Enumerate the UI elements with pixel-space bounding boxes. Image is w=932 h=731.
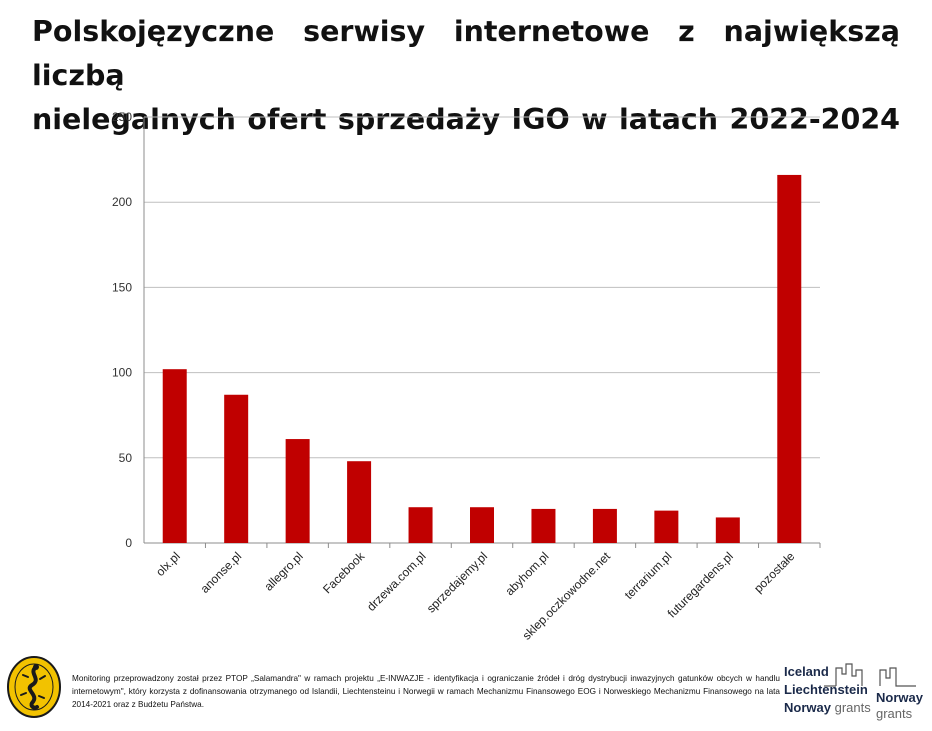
grants-iceland: Iceland (784, 664, 829, 679)
title-line-1: Polskojęzyczne serwisy internetowe z naj… (32, 15, 900, 92)
bar-olx.pl (162, 369, 187, 543)
bar-Facebook (347, 461, 372, 543)
grants-norway-right: Norway (876, 690, 923, 705)
y-tick-label: 200 (112, 195, 132, 209)
title-line-2: nielegalnych ofert sprzedaży IGO w latac… (32, 103, 900, 136)
y-tick-label: 100 (112, 366, 132, 380)
y-tick-label: 250 (112, 110, 132, 124)
y-tick-label: 50 (119, 451, 133, 465)
x-tick-label: pozostałe (751, 549, 797, 595)
bar-abyhom.pl (531, 508, 556, 543)
footer-funding-note: Monitoring przeprowadzony został przez P… (72, 674, 780, 709)
bar-drzewa.com.pl (408, 507, 433, 543)
x-tick-label: sprzedajemy.pl (424, 549, 490, 615)
y-tick-label: 150 (112, 280, 132, 294)
salamandra-logo (6, 655, 62, 719)
x-tick-label: anonse.pl (198, 549, 245, 596)
grants-liechtenstein: Liechtenstein (784, 682, 868, 697)
x-tick-label: allegro.pl (261, 549, 305, 593)
chart-title: Polskojęzyczne serwisy internetowe z naj… (32, 10, 900, 142)
bar-allegro.pl (285, 439, 310, 543)
bar-sklep.oczkowodne.net (592, 508, 617, 543)
x-tick-label: terrarium.pl (622, 549, 675, 602)
y-tick-label: 0 (125, 536, 132, 550)
eea-norway-grants-logos: Iceland Liechtenstein Norway grants Norw… (784, 660, 930, 724)
x-tick-label: Facebook (320, 549, 368, 597)
bar-chart: 0 50 100 150 200 250 olx.pl anonse.pl allegro.pl… (112, 110, 821, 643)
x-tick-label: drzewa.com.pl (364, 549, 429, 614)
x-tick-label: abyhom.pl (503, 549, 552, 598)
grants-norway-right-suffix: grants (876, 706, 913, 721)
bar-anonse.pl (224, 394, 249, 543)
x-tick-label: olx.pl (153, 549, 183, 579)
bar-terrarium.pl (654, 510, 679, 543)
bar-pozostałe (777, 174, 802, 543)
bar-sprzedajemy.pl (470, 507, 494, 543)
x-tick-label: futuregardens.pl (665, 549, 736, 620)
bar-futuregardens.pl (715, 517, 740, 543)
grants-norway: Norway grants (784, 700, 871, 715)
